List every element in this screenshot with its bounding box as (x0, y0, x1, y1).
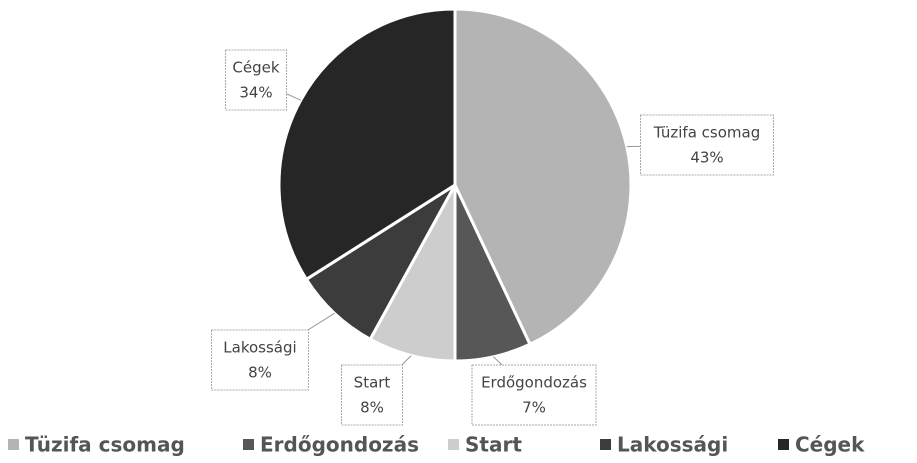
legend-label: Start (465, 433, 522, 457)
legend-label: Cégek (795, 433, 865, 457)
legend-swatch (8, 439, 19, 450)
pie-slice (368, 184, 457, 363)
slice-label: Start (354, 374, 391, 392)
slice-label: Lakossági (223, 339, 296, 357)
legend-swatch (448, 439, 459, 450)
pie-slice (304, 183, 457, 342)
legend-label: Tüzifa csomag (25, 433, 185, 457)
legend-label: Erdőgondozás (260, 433, 419, 457)
slice-label: Erdőgondozás (481, 374, 587, 392)
slice-value: 34% (239, 84, 272, 102)
slice-value: 7% (522, 399, 546, 417)
slice-label: Cégek (232, 59, 279, 77)
pie-slice (277, 7, 457, 282)
legend-swatch (778, 439, 789, 450)
label-box (471, 364, 597, 426)
slice-value: 43% (690, 149, 723, 167)
slice-value: 8% (248, 364, 272, 382)
legend-label: Lakossági (617, 433, 728, 457)
legend-swatch (600, 439, 611, 450)
label-box (341, 364, 403, 426)
legend-swatch (243, 439, 254, 450)
label-box (640, 114, 774, 176)
label-box (211, 329, 309, 391)
slice-value: 8% (360, 399, 384, 417)
label-box (225, 49, 287, 111)
slice-label: Tüzifa csomag (653, 124, 760, 142)
